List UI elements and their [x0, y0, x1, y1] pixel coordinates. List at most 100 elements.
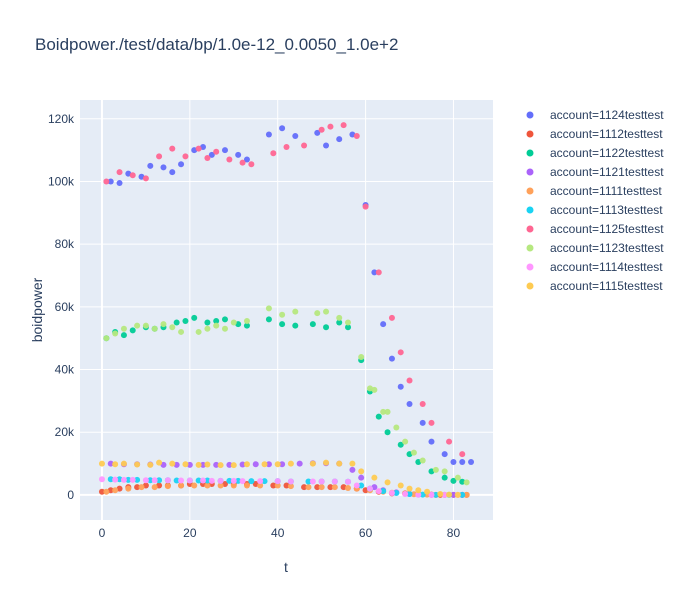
data-point	[371, 474, 378, 481]
data-point	[393, 424, 400, 431]
legend-item[interactable]: account=1111testtest	[526, 184, 663, 198]
data-point	[305, 478, 312, 485]
data-point	[134, 476, 141, 483]
data-point	[336, 460, 343, 467]
data-point	[169, 324, 176, 331]
data-point	[182, 153, 189, 160]
legend-item[interactable]: account=1123testtest	[526, 241, 665, 255]
data-point	[195, 145, 202, 152]
data-point	[366, 485, 373, 492]
data-point	[265, 305, 272, 312]
data-point	[371, 386, 378, 393]
y-tick-label: 60k	[55, 300, 75, 314]
data-point	[142, 175, 149, 182]
data-point	[301, 484, 308, 491]
data-point	[274, 478, 281, 485]
data-point	[221, 316, 228, 323]
data-point	[195, 328, 202, 335]
data-point	[406, 377, 413, 384]
data-point	[226, 156, 233, 163]
data-point	[112, 461, 119, 468]
data-point	[142, 477, 149, 484]
data-point	[208, 477, 215, 484]
data-point	[178, 482, 185, 489]
legend-label: account=1114testtest	[550, 260, 663, 274]
x-tick-label: 60	[359, 526, 373, 540]
data-point	[441, 468, 448, 475]
data-point	[107, 178, 114, 185]
data-point	[151, 325, 158, 332]
data-point	[459, 459, 466, 466]
data-point	[164, 477, 171, 484]
data-point	[147, 477, 154, 484]
data-point	[375, 488, 382, 495]
data-point	[173, 477, 180, 484]
data-point	[191, 314, 198, 321]
data-point	[388, 355, 395, 362]
data-point	[428, 419, 435, 426]
legend-marker	[526, 111, 534, 119]
data-point	[230, 482, 237, 489]
y-tick-label: 100k	[48, 174, 75, 188]
y-tick-label: 80k	[55, 237, 75, 251]
data-point	[402, 438, 409, 445]
data-point	[125, 476, 132, 483]
data-point	[419, 419, 426, 426]
data-point	[221, 147, 228, 154]
data-point	[204, 154, 211, 161]
legend-marker	[526, 168, 534, 176]
data-point	[318, 126, 325, 133]
data-point	[239, 461, 246, 468]
data-point	[200, 461, 207, 468]
legend-item[interactable]: account=1113testtest	[526, 203, 664, 217]
data-point	[287, 483, 294, 490]
data-point	[450, 459, 457, 466]
x-tick-label: 40	[271, 526, 285, 540]
data-point	[243, 156, 250, 163]
data-point	[243, 322, 250, 329]
legend-item[interactable]: account=1122testtest	[526, 146, 665, 160]
data-point	[459, 451, 466, 458]
data-point	[446, 491, 453, 498]
data-point	[345, 324, 352, 331]
data-point	[261, 461, 268, 468]
data-point	[103, 488, 110, 495]
data-point	[204, 461, 211, 468]
legend-item[interactable]: account=1114testtest	[526, 260, 664, 274]
data-point	[230, 319, 237, 326]
data-point	[274, 482, 281, 489]
data-point	[257, 482, 264, 489]
series-account=1125testtest	[103, 122, 466, 458]
data-point	[226, 477, 233, 484]
data-point	[279, 125, 286, 132]
data-point	[195, 477, 202, 484]
data-point	[239, 478, 246, 485]
data-point	[156, 477, 163, 484]
data-point	[204, 319, 211, 326]
data-point	[388, 314, 395, 321]
data-point	[468, 459, 475, 466]
legend-item[interactable]: account=1125testtest	[526, 222, 665, 236]
data-point	[287, 478, 294, 485]
data-point	[270, 150, 277, 157]
data-point	[116, 476, 123, 483]
data-point	[129, 172, 136, 179]
legend-item[interactable]: account=1112testtest	[526, 127, 664, 141]
data-point	[142, 322, 149, 329]
data-point	[103, 178, 110, 185]
legend-item[interactable]: account=1124testtest	[526, 108, 665, 122]
data-point	[406, 490, 413, 497]
data-point	[450, 491, 457, 498]
data-point	[450, 477, 457, 484]
legend-item[interactable]: account=1115testtest	[526, 279, 664, 293]
legend-marker	[526, 282, 534, 290]
series-account=1123testtest	[103, 305, 470, 486]
data-point	[309, 478, 316, 485]
x-axis-title: t	[284, 559, 288, 575]
x-tick-label: 20	[183, 526, 197, 540]
legend-item[interactable]: account=1121testtest	[526, 165, 665, 179]
data-point	[327, 484, 334, 491]
data-point	[283, 144, 290, 151]
legend-marker	[526, 263, 534, 271]
series-account=1115testtest	[98, 459, 461, 498]
